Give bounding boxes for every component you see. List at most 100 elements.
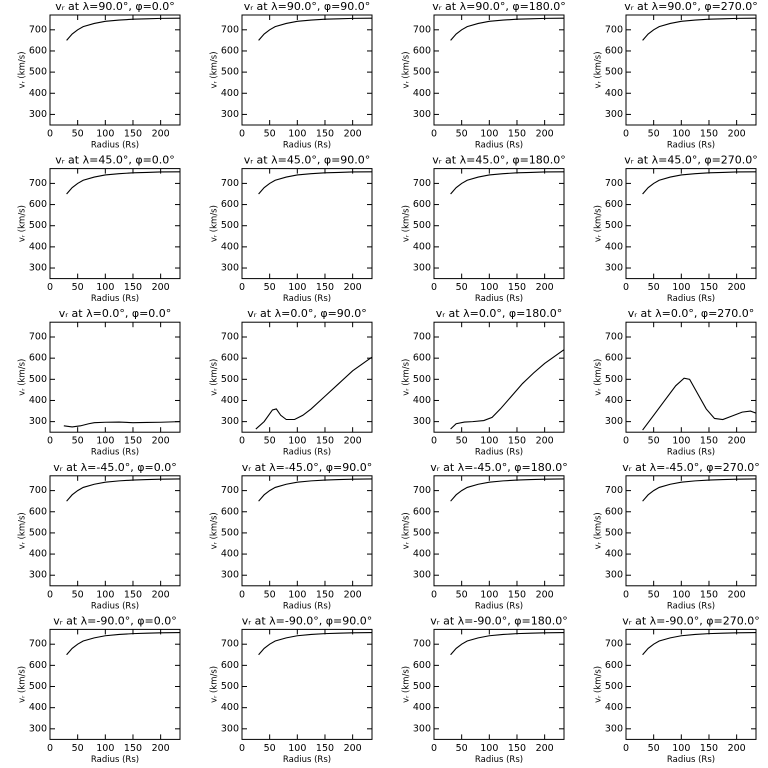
x-tick-label: 200 (536, 436, 554, 447)
y-tick-label: 300 (605, 570, 623, 581)
x-tick-label: 0 (47, 436, 53, 447)
y-tick-label: 500 (221, 220, 239, 231)
chart-title: vᵣ at λ=45.0°, φ=270.0° (624, 154, 758, 167)
x-tick-label: 200 (152, 282, 170, 293)
y-tick-label: 500 (413, 374, 431, 385)
data-line (450, 349, 565, 430)
plot-frame (625, 168, 757, 280)
data-line (66, 171, 181, 195)
x-axis-label: Radius (Rs) (667, 755, 715, 765)
y-tick-label: 500 (29, 220, 47, 231)
x-tick-label: 100 (96, 743, 114, 754)
plot-frame (241, 14, 373, 126)
x-axis-label: Radius (Rs) (667, 294, 715, 304)
x-tick-label: 100 (96, 436, 114, 447)
x-tick-label: 50 (72, 436, 84, 447)
y-tick-label: 300 (29, 263, 47, 274)
x-tick-label: 100 (672, 589, 690, 600)
x-tick-label: 100 (96, 282, 114, 293)
y-tick-label: 600 (413, 199, 431, 210)
chart-title: vᵣ at λ=-90.0°, φ=90.0° (242, 614, 373, 627)
plot-frame (625, 321, 757, 433)
x-tick-label: 150 (508, 436, 526, 447)
x-axis-label: Radius (Rs) (667, 448, 715, 458)
y-tick-label: 300 (413, 109, 431, 120)
y-tick-label: 700 (413, 639, 431, 650)
y-tick-label: 600 (29, 45, 47, 56)
x-tick-label: 50 (264, 282, 276, 293)
x-tick-label: 0 (431, 436, 437, 447)
data-line (258, 17, 373, 41)
x-tick-label: 100 (480, 282, 498, 293)
chart-title: vᵣ at λ=90.0°, φ=270.0° (624, 0, 758, 13)
y-tick-label: 300 (221, 570, 239, 581)
plot-frame (433, 168, 565, 280)
y-tick-label: 600 (221, 45, 239, 56)
chart-title: vᵣ at λ=90.0°, φ=0.0° (55, 0, 175, 13)
chart-title: vᵣ at λ=45.0°, φ=90.0° (244, 154, 371, 167)
y-tick-label: 400 (413, 549, 431, 560)
x-tick-label: 100 (288, 743, 306, 754)
y-tick-label: 400 (221, 702, 239, 713)
plot-frame (241, 628, 373, 740)
x-axis-label: Radius (Rs) (667, 141, 715, 151)
y-tick-label: 400 (605, 702, 623, 713)
x-tick-label: 0 (431, 282, 437, 293)
x-tick-label: 100 (480, 743, 498, 754)
y-axis-label: vᵣ (km/s) (402, 205, 412, 242)
x-tick-label: 200 (152, 129, 170, 140)
y-tick-label: 300 (605, 263, 623, 274)
y-tick-label: 600 (605, 506, 623, 517)
x-tick-label: 200 (728, 436, 746, 447)
y-tick-label: 300 (605, 109, 623, 120)
y-axis-label: vᵣ (km/s) (402, 512, 412, 549)
y-tick-label: 400 (221, 395, 239, 406)
x-tick-label: 100 (672, 436, 690, 447)
x-tick-label: 150 (316, 436, 334, 447)
plot-frame (49, 168, 181, 280)
plot-frame (49, 321, 181, 433)
y-axis-label: vᵣ (km/s) (210, 666, 220, 703)
y-tick-label: 600 (221, 506, 239, 517)
x-tick-label: 150 (700, 436, 718, 447)
y-tick-label: 500 (413, 67, 431, 78)
y-axis-label: vᵣ (km/s) (594, 205, 604, 242)
y-tick-label: 600 (221, 660, 239, 671)
x-tick-label: 50 (264, 436, 276, 447)
data-line (258, 171, 373, 195)
y-axis-label: vᵣ (km/s) (594, 51, 604, 88)
y-tick-label: 400 (221, 241, 239, 252)
x-tick-label: 0 (239, 436, 245, 447)
x-axis-label: Radius (Rs) (91, 448, 139, 458)
y-axis-label: vᵣ (km/s) (210, 205, 220, 242)
y-axis-label: vᵣ (km/s) (210, 51, 220, 88)
x-axis-label: Radius (Rs) (91, 294, 139, 304)
y-tick-label: 700 (29, 639, 47, 650)
x-axis-label: Radius (Rs) (283, 294, 331, 304)
chart-title: vᵣ at λ=-90.0°, φ=270.0° (622, 614, 760, 627)
y-tick-label: 700 (221, 178, 239, 189)
plot-frame (49, 14, 181, 126)
y-axis-label: vᵣ (km/s) (402, 51, 412, 88)
y-axis-label: vᵣ (km/s) (210, 359, 220, 396)
chart-title: vᵣ at λ=-90.0°, φ=180.0° (430, 614, 568, 627)
plot-frame (625, 14, 757, 126)
y-tick-label: 400 (29, 702, 47, 713)
data-line (258, 478, 373, 502)
y-tick-label: 700 (605, 24, 623, 35)
x-tick-label: 200 (152, 589, 170, 600)
y-tick-label: 600 (605, 199, 623, 210)
y-tick-label: 600 (605, 353, 623, 364)
y-tick-label: 600 (29, 660, 47, 671)
chart-title: vᵣ at λ=90.0°, φ=180.0° (432, 0, 566, 13)
x-tick-label: 200 (344, 436, 362, 447)
x-tick-label: 150 (316, 743, 334, 754)
y-tick-label: 700 (29, 332, 47, 343)
y-tick-label: 700 (605, 639, 623, 650)
y-axis-label: vᵣ (km/s) (210, 512, 220, 549)
y-tick-label: 500 (605, 67, 623, 78)
plot-frame (241, 168, 373, 280)
y-tick-label: 300 (221, 109, 239, 120)
x-tick-label: 50 (456, 129, 468, 140)
y-axis-label: vᵣ (km/s) (18, 359, 28, 396)
